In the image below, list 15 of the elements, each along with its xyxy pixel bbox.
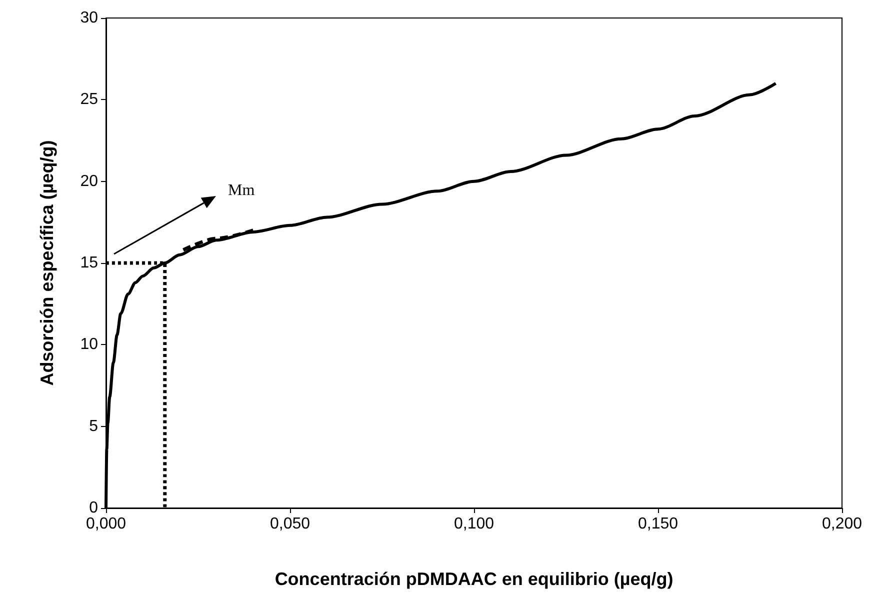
y-tick-label: 30 bbox=[80, 10, 98, 26]
annotation: Mm bbox=[228, 182, 255, 200]
x-tick-label: 0,000 bbox=[86, 516, 126, 532]
x-tick-label: 0,050 bbox=[270, 516, 310, 532]
y-tick-label: 10 bbox=[80, 336, 98, 354]
x-tick-label: 0,100 bbox=[454, 516, 494, 532]
x-tick-label: 0,150 bbox=[638, 516, 678, 532]
x-axis-title: Concentración pDMDAAC en equilibrio (µeq/g) bbox=[274, 569, 674, 589]
y-tick-label: 5 bbox=[89, 418, 98, 435]
y-tick-label: 25 bbox=[80, 91, 98, 108]
y-axis-title: Adsorción específica (µeq/g) bbox=[37, 140, 57, 386]
y-tick-label: 0 bbox=[89, 500, 98, 516]
y-tick-label: 15 bbox=[80, 254, 98, 272]
y-tick-label: 20 bbox=[80, 172, 98, 190]
x-tick-label: 0,200 bbox=[822, 516, 862, 532]
